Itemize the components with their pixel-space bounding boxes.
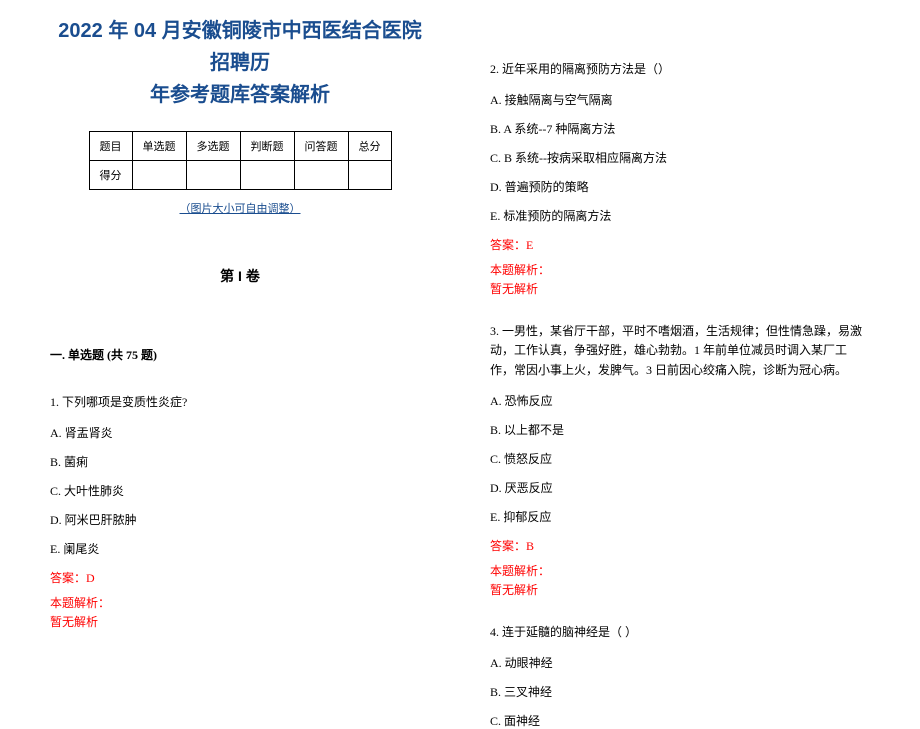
q1-option-a: A. 肾盂肾炎 — [50, 424, 430, 441]
q3-option-b: B. 以上都不是 — [490, 421, 870, 438]
q2-stem: 2. 近年采用的隔离预防方法是（） — [490, 60, 870, 79]
q1-option-e: E. 阑尾炎 — [50, 540, 430, 557]
question-1: 1. 下列哪项是变质性炎症? A. 肾盂肾炎 B. 菌痢 C. 大叶性肺炎 D.… — [50, 393, 430, 630]
q3-analysis-label: 本题解析： — [490, 562, 870, 579]
q4-stem: 4. 连于延髓的脑神经是（ ） — [490, 623, 870, 642]
q2-analysis-label: 本题解析： — [490, 261, 870, 278]
left-column: 2022 年 04 月安徽铜陵市中西医结合医院招聘历 年参考题库答案解析 题目 … — [0, 0, 460, 651]
empty-cell — [348, 161, 391, 190]
q2-answer: 答案：E — [490, 236, 870, 253]
title-line-2: 年参考题库答案解析 — [50, 79, 430, 111]
title-line-1: 2022 年 04 月安徽铜陵市中西医结合医院招聘历 — [50, 15, 430, 79]
empty-cell — [186, 161, 240, 190]
question-3: 3. 一男性，某省厅干部，平时不嗜烟酒，生活规律；但性情急躁，易激动，工作认真，… — [490, 322, 870, 598]
right-column: 2. 近年采用的隔离预防方法是（） A. 接触隔离与空气隔离 B. A 系统--… — [460, 0, 920, 651]
section-title: 一. 单选题 (共 75 题) — [50, 346, 430, 363]
q1-answer: 答案：D — [50, 569, 430, 586]
table-score-row: 得分 — [89, 161, 391, 190]
page-container: 2022 年 04 月安徽铜陵市中西医结合医院招聘历 年参考题库答案解析 题目 … — [0, 0, 920, 651]
q2-analysis-content: 暂无解析 — [490, 280, 870, 297]
q2-option-d: D. 普遍预防的策略 — [490, 178, 870, 195]
q1-analysis-label: 本题解析： — [50, 594, 430, 611]
q1-stem: 1. 下列哪项是变质性炎症? — [50, 393, 430, 412]
q2-option-b: B. A 系统--7 种隔离方法 — [490, 120, 870, 137]
question-4: 4. 连于延髓的脑神经是（ ） A. 动眼神经 B. 三叉神经 C. 面神经 — [490, 623, 870, 729]
q3-option-c: C. 愤怒反应 — [490, 450, 870, 467]
empty-cell — [294, 161, 348, 190]
q2-option-e: E. 标准预防的隔离方法 — [490, 207, 870, 224]
q4-option-a: A. 动眼神经 — [490, 654, 870, 671]
q3-stem: 3. 一男性，某省厅干部，平时不嗜烟酒，生活规律；但性情急躁，易激动，工作认真，… — [490, 322, 870, 380]
volume-title: 第 I 卷 — [50, 266, 430, 286]
document-title: 2022 年 04 月安徽铜陵市中西医结合医院招聘历 年参考题库答案解析 — [50, 15, 430, 111]
q4-option-c: C. 面神经 — [490, 712, 870, 729]
header-cell: 问答题 — [294, 132, 348, 161]
header-cell: 单选题 — [132, 132, 186, 161]
header-cell: 判断题 — [240, 132, 294, 161]
q3-option-a: A. 恐怖反应 — [490, 392, 870, 409]
empty-cell — [240, 161, 294, 190]
q3-analysis-content: 暂无解析 — [490, 581, 870, 598]
q4-option-b: B. 三叉神经 — [490, 683, 870, 700]
q1-option-c: C. 大叶性肺炎 — [50, 482, 430, 499]
row-label-cell: 得分 — [89, 161, 132, 190]
q3-option-d: D. 厌恶反应 — [490, 479, 870, 496]
q3-option-e: E. 抑郁反应 — [490, 508, 870, 525]
header-cell: 总分 — [348, 132, 391, 161]
q3-answer: 答案：B — [490, 537, 870, 554]
score-table: 题目 单选题 多选题 判断题 问答题 总分 得分 — [89, 131, 392, 190]
q1-option-b: B. 菌痢 — [50, 453, 430, 470]
empty-cell — [132, 161, 186, 190]
q2-option-c: C. B 系统--按病采取相应隔离方法 — [490, 149, 870, 166]
question-2: 2. 近年采用的隔离预防方法是（） A. 接触隔离与空气隔离 B. A 系统--… — [490, 60, 870, 297]
q1-option-d: D. 阿米巴肝脓肿 — [50, 511, 430, 528]
table-header-row: 题目 单选题 多选题 判断题 问答题 总分 — [89, 132, 391, 161]
header-cell: 题目 — [89, 132, 132, 161]
q1-analysis-content: 暂无解析 — [50, 613, 430, 630]
q2-option-a: A. 接触隔离与空气隔离 — [490, 91, 870, 108]
adjust-note: （图片大小可自由调整） — [50, 200, 430, 216]
header-cell: 多选题 — [186, 132, 240, 161]
